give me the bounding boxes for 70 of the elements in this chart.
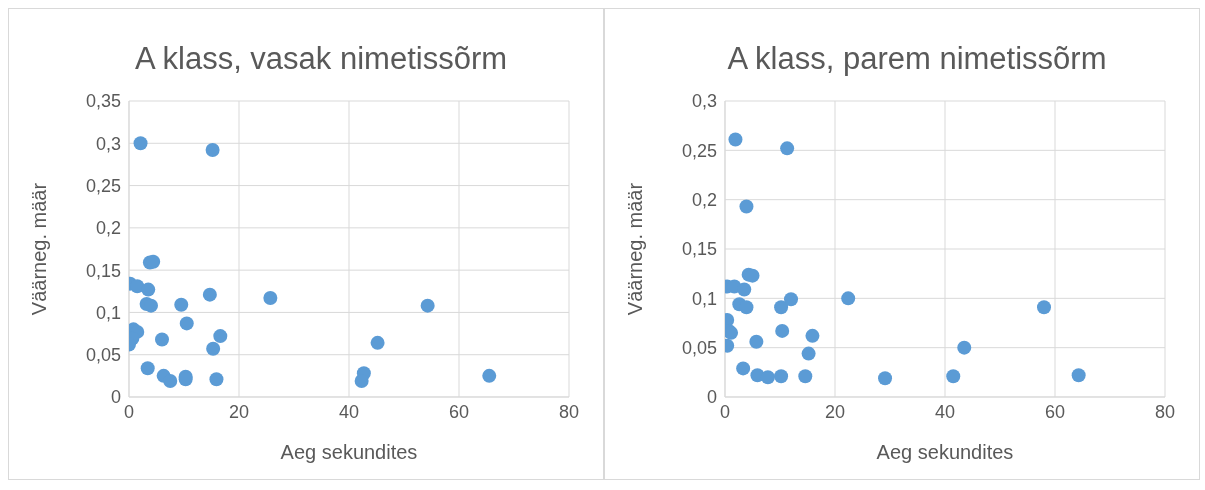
point	[209, 372, 224, 387]
point	[206, 341, 221, 356]
x-tick-label: 80	[1154, 401, 1176, 422]
y-tick-label: 0	[706, 387, 717, 408]
x-tick-label: 80	[558, 401, 580, 422]
point	[179, 316, 194, 331]
point	[878, 371, 893, 386]
point	[760, 370, 775, 385]
point	[213, 329, 228, 344]
point	[728, 132, 743, 147]
point	[1037, 300, 1051, 315]
x-tick-label: 40	[338, 401, 360, 422]
y-tick-label: 0,25	[85, 175, 121, 196]
x-tick-label: 0	[123, 401, 135, 422]
point	[141, 282, 156, 297]
point	[420, 298, 435, 313]
x-tick-label: 60	[448, 401, 470, 422]
point	[739, 199, 754, 214]
point	[801, 346, 816, 361]
point	[780, 141, 795, 156]
point	[957, 340, 972, 355]
y-tick-label: 0,05	[681, 338, 717, 359]
y-axis-title: Väärneg. määr	[624, 182, 647, 316]
point	[205, 143, 220, 158]
point	[354, 373, 369, 388]
point	[163, 373, 178, 388]
point	[202, 287, 217, 302]
y-axis-title: Väärneg. määr	[28, 182, 51, 316]
point	[133, 136, 148, 151]
x-axis-title: Aeg sekundites	[280, 441, 418, 463]
x-tick-label: 0	[719, 401, 731, 422]
point	[370, 335, 385, 350]
point	[1071, 368, 1086, 383]
point	[784, 292, 798, 307]
point	[749, 334, 764, 349]
x-tick-label: 20	[228, 401, 250, 422]
point	[263, 291, 278, 306]
y-tick-label: 0,35	[85, 91, 121, 112]
point	[130, 279, 145, 294]
point	[739, 300, 754, 315]
x-tick-label: 60	[1044, 401, 1066, 422]
y-tick-label: 0,05	[85, 345, 121, 366]
y-tick-label: 0,1	[691, 288, 717, 309]
point	[174, 297, 189, 312]
x-tick-label: 20	[824, 401, 846, 422]
point	[805, 328, 820, 343]
y-tick-label: 0,15	[681, 239, 717, 260]
x-tick-label: 40	[934, 401, 956, 422]
point	[482, 368, 497, 383]
y-tick-label: 0,3	[691, 91, 717, 112]
point	[798, 369, 813, 384]
y-tick-label: 0,3	[95, 133, 121, 154]
point	[155, 332, 169, 347]
point	[140, 361, 155, 376]
y-tick-label: 0,2	[691, 190, 717, 211]
point	[736, 361, 751, 376]
point	[841, 291, 856, 306]
point	[946, 369, 961, 384]
point	[774, 300, 789, 315]
chart-title: A klass, parem nimetissõrm	[726, 40, 1108, 78]
y-tick-label: 0,2	[95, 218, 121, 239]
y-tick-label: 0,15	[85, 260, 121, 281]
chart-title: A klass, vasak nimetissõrm	[133, 40, 509, 78]
y-tick-label: 0	[110, 387, 121, 408]
point	[775, 323, 790, 338]
point	[774, 369, 789, 384]
y-tick-label: 0,25	[681, 140, 717, 161]
x-axis-title: Aeg sekundites	[876, 441, 1014, 463]
y-tick-label: 0,1	[95, 302, 121, 323]
point	[737, 282, 752, 297]
